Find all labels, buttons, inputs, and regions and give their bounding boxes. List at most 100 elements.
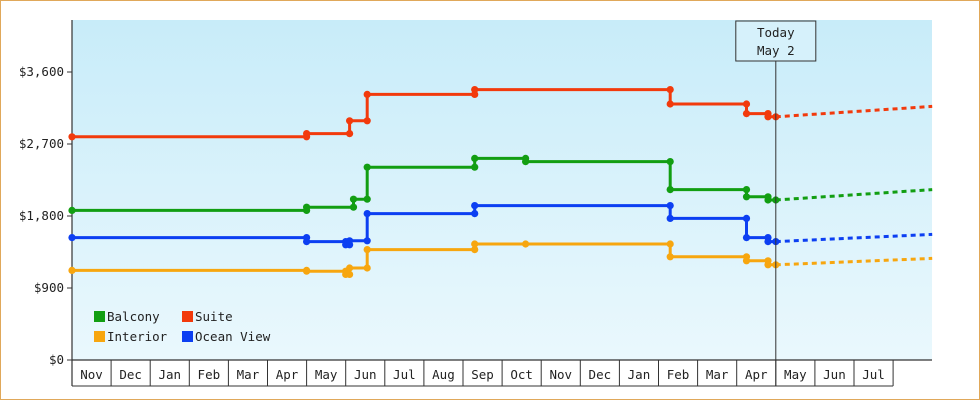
data-point [363, 246, 371, 254]
data-point [471, 154, 479, 162]
today-date: May 2 [757, 43, 795, 58]
data-point [764, 238, 772, 246]
series-interior [68, 240, 933, 278]
today-box [735, 20, 817, 62]
legend-item: Suite [182, 309, 233, 324]
data-point [666, 240, 674, 248]
data-point [471, 246, 479, 254]
legend-item: Ocean View [182, 329, 271, 344]
x-tick-label: Feb [198, 367, 221, 382]
data-point [346, 264, 354, 272]
x-tick-label: May [784, 367, 807, 382]
legend-item: Interior [94, 329, 168, 344]
legend-swatch [94, 331, 105, 342]
x-tick-label: Jun [823, 367, 846, 382]
data-point [68, 266, 76, 274]
data-point [349, 203, 358, 211]
series-ocean-view [68, 202, 933, 249]
data-point [363, 237, 371, 245]
data-point [666, 158, 674, 166]
series-projection [775, 104, 933, 119]
data-point [346, 237, 354, 245]
today-label: Today [757, 25, 795, 40]
legend-label: Ocean View [195, 329, 271, 344]
series-projection [775, 188, 933, 202]
data-point [68, 206, 76, 214]
y-tick-label: $2,700 [19, 136, 64, 151]
data-point [363, 195, 371, 203]
data-point [363, 117, 371, 125]
data-point [764, 196, 772, 204]
x-tick-label: Dec [589, 367, 612, 382]
x-tick-label: Mar [237, 367, 260, 382]
x-tick-label: Jun [354, 367, 377, 382]
data-point [346, 117, 354, 125]
legend-swatch [94, 311, 105, 322]
data-point [666, 214, 674, 222]
data-point [522, 158, 530, 166]
data-point [666, 100, 674, 108]
y-tick-label: $3,600 [19, 64, 64, 79]
data-point [742, 193, 751, 201]
series-balcony [68, 154, 933, 214]
data-point [666, 253, 674, 261]
data-point [363, 90, 371, 98]
x-tick-label: Apr [276, 367, 299, 382]
data-point [764, 113, 772, 121]
data-point [346, 270, 354, 278]
data-point [666, 186, 674, 194]
x-tick-label: Mar [706, 367, 729, 382]
x-tick-label: May [315, 367, 338, 382]
x-tick-label: Jul [393, 367, 416, 382]
data-point [303, 130, 311, 138]
series-projection [775, 232, 933, 244]
data-point [68, 133, 76, 141]
data-point [346, 130, 354, 138]
x-tick-label: Jul [862, 367, 885, 382]
x-tick-label: Sep [471, 367, 494, 382]
data-point [303, 267, 311, 275]
y-tick-label: $1,800 [19, 208, 64, 223]
data-point [471, 86, 479, 94]
x-tick-label: Aug [432, 367, 455, 382]
data-point [666, 86, 674, 94]
data-point [742, 257, 751, 265]
data-point [742, 214, 751, 222]
y-tick-label: $900 [34, 280, 64, 295]
data-point [303, 238, 311, 246]
x-tick-label: Apr [745, 367, 768, 382]
data-point [522, 240, 530, 248]
legend-swatch [182, 311, 193, 322]
legend-label: Suite [195, 309, 233, 324]
plot-area [72, 20, 932, 360]
legend-label: Balcony [107, 309, 160, 324]
y-tick-label: $0 [49, 352, 64, 367]
data-point [471, 210, 479, 218]
data-point [303, 203, 311, 211]
data-point [471, 240, 479, 248]
legend-item: Balcony [94, 309, 160, 324]
data-point [471, 163, 479, 171]
data-point [349, 195, 358, 203]
data-point [363, 163, 371, 171]
x-tick-label: Jan [158, 367, 181, 382]
x-tick-label: Dec [119, 367, 142, 382]
legend-swatch [182, 331, 193, 342]
data-point [742, 186, 751, 194]
data-point [742, 110, 751, 118]
data-point [666, 202, 674, 210]
data-point [764, 261, 772, 269]
data-point [742, 100, 751, 108]
x-tick-label: Oct [510, 367, 533, 382]
data-point [471, 202, 479, 210]
data-point [68, 234, 76, 242]
series-suite [68, 86, 933, 141]
series-projection [775, 256, 933, 267]
data-point [363, 264, 371, 272]
x-tick-label: Feb [667, 367, 690, 382]
data-point [363, 210, 371, 218]
data-point [742, 234, 751, 242]
x-tick-label: Jan [628, 367, 651, 382]
